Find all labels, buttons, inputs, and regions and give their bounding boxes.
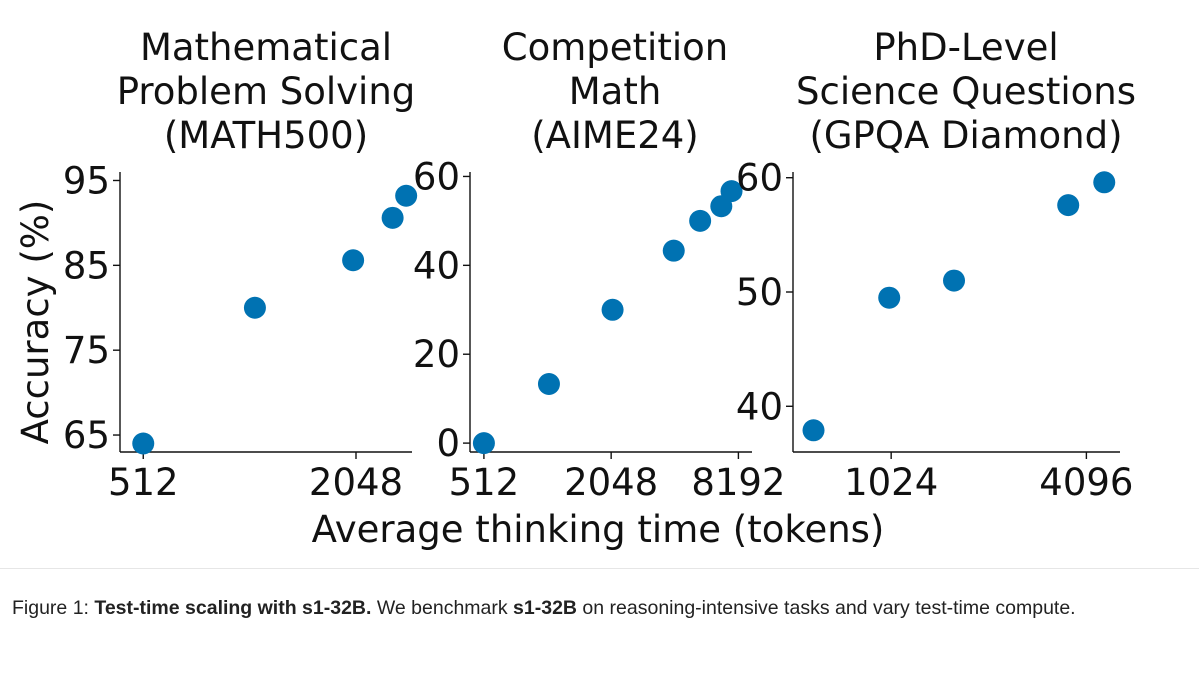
data-point bbox=[1093, 171, 1116, 194]
data-point bbox=[243, 296, 266, 319]
y-tick-label: 75 bbox=[63, 329, 110, 372]
data-point bbox=[1057, 194, 1080, 217]
x-tick-label: 512 bbox=[449, 461, 520, 504]
y-tick-label: 60 bbox=[736, 157, 783, 200]
data-point bbox=[342, 249, 365, 272]
x-tick-label: 2048 bbox=[309, 461, 403, 504]
panel-title-line: (MATH500) bbox=[164, 114, 368, 157]
caption-bold-model: s1-32B bbox=[513, 597, 578, 619]
data-point bbox=[689, 209, 712, 232]
x-tick-label: 2048 bbox=[564, 461, 658, 504]
data-point bbox=[132, 432, 155, 455]
data-point bbox=[943, 269, 966, 292]
y-tick-label: 95 bbox=[63, 159, 110, 202]
panel-title-line: Math bbox=[569, 70, 662, 113]
data-point bbox=[601, 298, 624, 321]
panel-3: PhD-Level Science Questions (GPQA Diamond)… bbox=[736, 26, 1136, 504]
data-point bbox=[472, 432, 495, 455]
x-axis-label: Average thinking time (tokens) bbox=[312, 508, 885, 551]
x-tick-label: 4096 bbox=[1039, 461, 1133, 504]
panel-2: Competition Math (AIME24) 0 20 40 60 512 2048 819… bbox=[413, 26, 786, 504]
x-tick-label: 8192 bbox=[691, 461, 785, 504]
panel-title-line: Competition bbox=[502, 26, 728, 69]
panel-title-line: Problem Solving bbox=[117, 70, 416, 113]
panel-title-line: PhD-Level bbox=[873, 26, 1058, 69]
data-point bbox=[395, 184, 418, 207]
data-point bbox=[381, 206, 404, 229]
y-tick-label: 85 bbox=[63, 244, 110, 287]
data-point bbox=[802, 419, 825, 442]
panel-title-line: Mathematical bbox=[140, 26, 392, 69]
x-tick-label: 1024 bbox=[844, 461, 938, 504]
scatter-figure: Mathematical Problem Solving (MATH500) 65 75… bbox=[14, 26, 1136, 551]
caption-text-2: on reasoning-intensive tasks and vary te… bbox=[577, 597, 1076, 619]
x-tick-label: 512 bbox=[108, 461, 179, 504]
y-tick-label: 20 bbox=[413, 333, 460, 376]
y-tick-label: 40 bbox=[736, 385, 783, 428]
panel-title-line: (AIME24) bbox=[531, 114, 698, 157]
panel-title-line: Science Questions bbox=[796, 70, 1136, 113]
panel-title: Competition Math (AIME24) bbox=[502, 26, 728, 157]
caption-label: Figure 1: bbox=[12, 597, 95, 619]
caption-divider bbox=[0, 568, 1199, 569]
y-tick-label: 0 bbox=[436, 422, 460, 465]
panel-title: PhD-Level Science Questions (GPQA Diamond) bbox=[796, 26, 1136, 157]
caption-text-1: We benchmark bbox=[371, 597, 514, 619]
figure: Mathematical Problem Solving (MATH500) 65 75… bbox=[14, 26, 1136, 551]
y-tick-label: 60 bbox=[413, 155, 460, 198]
data-point bbox=[878, 286, 901, 309]
figure-caption: Figure 1: Test-time scaling with s1-32B.… bbox=[12, 592, 1152, 624]
y-axis-label: Accuracy (%) bbox=[14, 200, 57, 445]
data-point bbox=[537, 373, 560, 395]
panel-title-line: (GPQA Diamond) bbox=[809, 114, 1122, 157]
data-point bbox=[720, 180, 743, 203]
y-tick-label: 65 bbox=[63, 414, 110, 457]
y-tick-label: 50 bbox=[736, 271, 783, 314]
data-point bbox=[662, 239, 685, 262]
panel-1: Mathematical Problem Solving (MATH500) 65 75… bbox=[14, 26, 418, 504]
y-tick-label: 40 bbox=[413, 244, 460, 287]
panel-title: Mathematical Problem Solving (MATH500) bbox=[117, 26, 416, 157]
caption-bold-title: Test-time scaling with s1-32B. bbox=[94, 597, 372, 619]
